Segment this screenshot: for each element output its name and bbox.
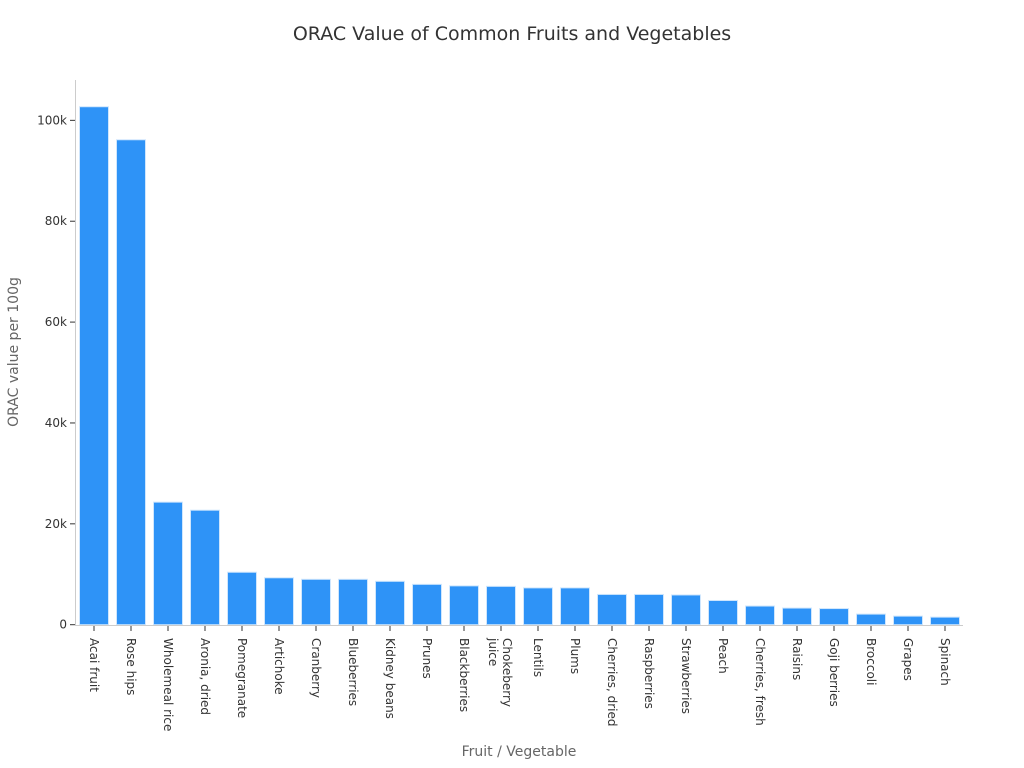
x-tick-label: Broccoli — [864, 638, 878, 685]
bar-prunes — [412, 583, 442, 626]
y-tick-label: 40k — [45, 416, 67, 430]
bar-artichoke — [264, 577, 294, 626]
x-tick-label: Peach — [716, 638, 730, 674]
y-tick-label: 80k — [45, 214, 67, 228]
bar-kidney-beans — [375, 580, 405, 626]
x-tick-label: Artichoke — [272, 638, 286, 695]
bar-raisins — [782, 607, 812, 626]
bar-peach — [708, 599, 738, 626]
bar-cherries-dried — [597, 593, 627, 626]
bar-grapes — [893, 615, 923, 626]
y-tick-label: 20k — [45, 517, 67, 531]
bar-plums — [560, 587, 590, 626]
x-tick-label: Cherries, dried — [605, 638, 619, 727]
bar-blueberries — [338, 578, 368, 626]
x-tick-label: Blueberries — [346, 638, 360, 706]
x-tick-label: Spinach — [938, 638, 952, 686]
x-tick-label: Strawberries — [679, 638, 693, 714]
bar-broccoli — [856, 613, 886, 626]
bar-cranberry — [301, 578, 331, 626]
x-tick-label: Raisins — [790, 638, 804, 680]
bar-raspberries — [634, 593, 664, 626]
bar-wholemeal-rice — [153, 501, 183, 626]
x-tick-label: Rose hips — [124, 638, 138, 695]
bar-aronia-dried — [190, 509, 220, 626]
x-tick-label: Pomegranate — [235, 638, 249, 718]
x-tick-label: Lentils — [531, 638, 545, 677]
x-tick-label: Chokeberryjuice — [486, 637, 514, 707]
y-tick-label: 100k — [37, 113, 67, 127]
bar-blackberries — [449, 585, 479, 626]
x-tick-label: Wholemeal rice — [161, 638, 175, 731]
chart-title: ORAC Value of Common Fruits and Vegetabl… — [293, 23, 731, 45]
bar-chokeberry-juice — [486, 585, 516, 626]
x-tick-label: Prunes — [420, 638, 434, 679]
bar-strawberries — [671, 594, 701, 626]
x-tick-label: Acai fruit — [87, 638, 101, 692]
bar-goji-berries — [819, 608, 849, 626]
x-tick-label: Goji berries — [827, 638, 841, 707]
x-tick-label: Aronia, dried — [198, 638, 212, 715]
x-tick-label: Kidney beans — [383, 638, 397, 719]
x-tick-label: Raspberries — [642, 638, 656, 709]
bar-spinach — [930, 616, 960, 626]
y-tick-label: 0 — [59, 618, 67, 632]
x-tick-label: Cranberry — [309, 638, 323, 698]
x-tick-label: Cherries, fresh — [753, 638, 767, 726]
x-axis-label: Fruit / Vegetable — [462, 744, 577, 760]
bar-acai-fruit — [79, 106, 109, 626]
bar-cherries-fresh — [745, 605, 775, 626]
x-tick-label: Blackberries — [457, 638, 471, 712]
bar-pomegranate — [227, 571, 257, 626]
y-tick-label: 60k — [45, 315, 67, 329]
y-axis-label: ORAC value per 100g — [6, 277, 22, 427]
bar-lentils — [523, 587, 553, 626]
x-tick-label: Plums — [568, 638, 582, 674]
bar-rose-hips — [116, 139, 146, 626]
x-tick-label: Grapes — [901, 638, 915, 681]
